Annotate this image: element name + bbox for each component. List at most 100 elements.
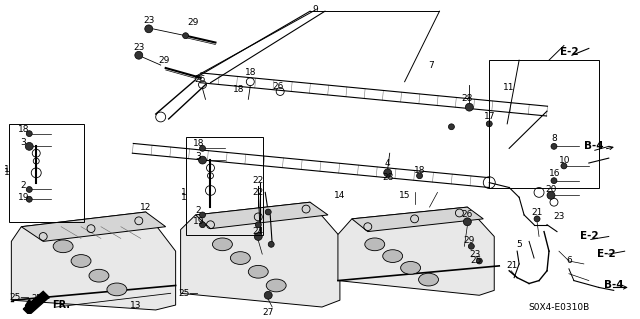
Text: 17: 17 — [483, 113, 495, 122]
Text: 18: 18 — [17, 125, 29, 134]
Text: 26: 26 — [195, 75, 206, 84]
Text: 28: 28 — [382, 173, 394, 182]
Polygon shape — [180, 202, 340, 307]
Circle shape — [486, 121, 492, 127]
Text: 21: 21 — [506, 261, 518, 271]
Circle shape — [26, 143, 33, 150]
Text: 26: 26 — [461, 211, 473, 219]
Ellipse shape — [107, 283, 127, 296]
Circle shape — [200, 145, 205, 151]
Text: 29: 29 — [187, 19, 198, 27]
Text: 25—: 25— — [9, 293, 29, 302]
Text: 1: 1 — [180, 193, 186, 202]
Ellipse shape — [266, 279, 286, 292]
Circle shape — [561, 163, 567, 169]
Ellipse shape — [230, 252, 250, 264]
Text: 2: 2 — [20, 181, 26, 190]
Text: 18: 18 — [232, 85, 244, 94]
Circle shape — [476, 258, 483, 264]
Text: 20: 20 — [545, 185, 557, 194]
Text: 19: 19 — [17, 193, 29, 202]
Text: 4: 4 — [385, 159, 390, 167]
Text: 29: 29 — [463, 236, 475, 245]
Text: 18: 18 — [193, 139, 204, 148]
Circle shape — [200, 222, 205, 228]
Text: 25—: 25— — [179, 289, 199, 298]
Text: B-4: B-4 — [604, 280, 623, 291]
Circle shape — [265, 209, 271, 215]
Text: 28: 28 — [461, 94, 473, 103]
Text: 12: 12 — [140, 203, 152, 211]
Text: 23: 23 — [143, 17, 154, 26]
Text: 18: 18 — [244, 68, 256, 78]
Circle shape — [26, 131, 32, 137]
Text: B-4: B-4 — [584, 141, 604, 152]
Text: 25—: 25— — [31, 294, 50, 303]
Circle shape — [182, 33, 189, 39]
Circle shape — [200, 212, 205, 218]
Text: 18: 18 — [414, 167, 426, 175]
Polygon shape — [21, 212, 166, 241]
Text: 1: 1 — [3, 168, 9, 177]
Text: E-2: E-2 — [559, 47, 578, 57]
Circle shape — [384, 169, 392, 177]
Text: FR.: FR. — [52, 300, 70, 310]
Ellipse shape — [248, 265, 268, 278]
Text: 1: 1 — [180, 188, 186, 197]
Text: 7: 7 — [429, 61, 435, 70]
Circle shape — [547, 191, 555, 199]
Text: 16: 16 — [549, 169, 561, 178]
Text: 15: 15 — [399, 191, 410, 200]
Text: 5: 5 — [516, 240, 522, 249]
Text: 9: 9 — [312, 5, 318, 14]
Text: 13: 13 — [130, 300, 141, 309]
Polygon shape — [23, 291, 49, 315]
Ellipse shape — [401, 262, 420, 274]
Polygon shape — [196, 202, 328, 229]
Text: 23: 23 — [470, 250, 481, 259]
Text: 14: 14 — [334, 191, 346, 200]
Circle shape — [417, 173, 422, 179]
Circle shape — [254, 233, 262, 241]
Circle shape — [264, 291, 272, 299]
Circle shape — [268, 241, 274, 247]
Circle shape — [463, 218, 471, 226]
Ellipse shape — [89, 269, 109, 282]
Circle shape — [534, 216, 540, 222]
Text: E-2: E-2 — [597, 249, 616, 259]
Ellipse shape — [71, 255, 91, 267]
Text: S0X4-E0310B: S0X4-E0310B — [529, 302, 589, 312]
Circle shape — [551, 178, 557, 184]
Circle shape — [198, 156, 207, 164]
Circle shape — [145, 25, 153, 33]
Ellipse shape — [365, 238, 385, 251]
Text: 23: 23 — [553, 212, 564, 221]
Circle shape — [468, 243, 474, 249]
Text: 22: 22 — [253, 188, 264, 197]
Text: 21: 21 — [531, 207, 543, 217]
Polygon shape — [352, 207, 483, 232]
Circle shape — [135, 51, 143, 59]
Circle shape — [26, 187, 32, 192]
Circle shape — [26, 196, 32, 202]
Text: 2: 2 — [196, 205, 202, 215]
Polygon shape — [12, 212, 175, 310]
Bar — [186, 137, 263, 234]
Circle shape — [449, 124, 454, 130]
Bar — [489, 60, 599, 188]
Ellipse shape — [383, 250, 403, 263]
Text: 29: 29 — [158, 56, 170, 65]
Text: 19: 19 — [193, 217, 204, 226]
Bar — [10, 124, 84, 222]
Circle shape — [255, 222, 261, 228]
Text: 6: 6 — [566, 256, 572, 265]
Text: 27: 27 — [262, 308, 274, 317]
Text: 23: 23 — [133, 43, 145, 52]
Text: E-2: E-2 — [579, 232, 598, 241]
Polygon shape — [338, 207, 494, 295]
Ellipse shape — [53, 240, 73, 253]
Ellipse shape — [212, 238, 232, 251]
Text: 26: 26 — [273, 82, 284, 91]
Ellipse shape — [419, 273, 438, 286]
Text: 24: 24 — [253, 227, 264, 236]
